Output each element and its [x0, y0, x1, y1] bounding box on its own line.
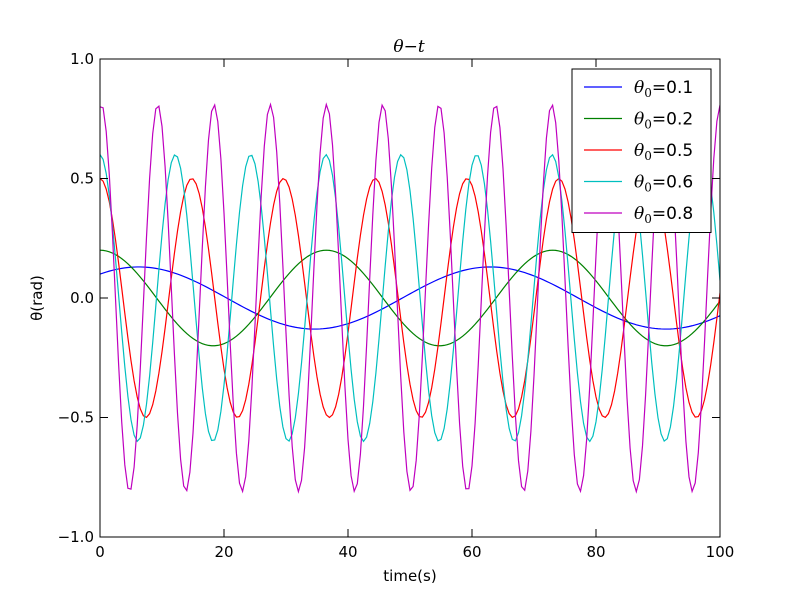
y-tick-label: −1.0: [58, 528, 94, 546]
y-axis-title: θ(rad): [28, 275, 46, 321]
legend-label: θ0=0.6: [634, 173, 693, 195]
ticks-layer: 0 20 40 60 80 100 −1.0 −0.5 0.0 0.5 1.0: [58, 50, 735, 561]
x-tick-label: 0: [95, 543, 105, 561]
legend-label: θ0=0.8: [634, 204, 693, 226]
series-line-3: [100, 177, 720, 419]
legend-label: θ0=0.1: [634, 78, 693, 100]
x-tick-label: 20: [214, 543, 233, 561]
legend: θ0=0.1 θ0=0.2 θ0=0.5 θ0=0.6 θ0=0.8: [571, 68, 712, 233]
y-tick-label: 0.0: [70, 289, 94, 307]
legend-label: θ0=0.2: [634, 110, 693, 132]
x-axis-title: time(s): [383, 567, 436, 585]
y-tick-label: 0.5: [70, 170, 94, 188]
series-line-2: [100, 249, 720, 347]
x-tick-label: 40: [338, 543, 357, 561]
x-tick-label: 100: [706, 543, 735, 561]
legend-box: [571, 68, 712, 233]
y-tick-label: −0.5: [58, 409, 94, 427]
chart-title: θ−t: [393, 37, 424, 57]
y-tick-label: 1.0: [70, 50, 94, 68]
x-tick-label: 60: [462, 543, 481, 561]
legend-label: θ0=0.5: [634, 141, 693, 163]
series-line-1: [100, 266, 720, 330]
x-tick-label: 80: [586, 543, 605, 561]
